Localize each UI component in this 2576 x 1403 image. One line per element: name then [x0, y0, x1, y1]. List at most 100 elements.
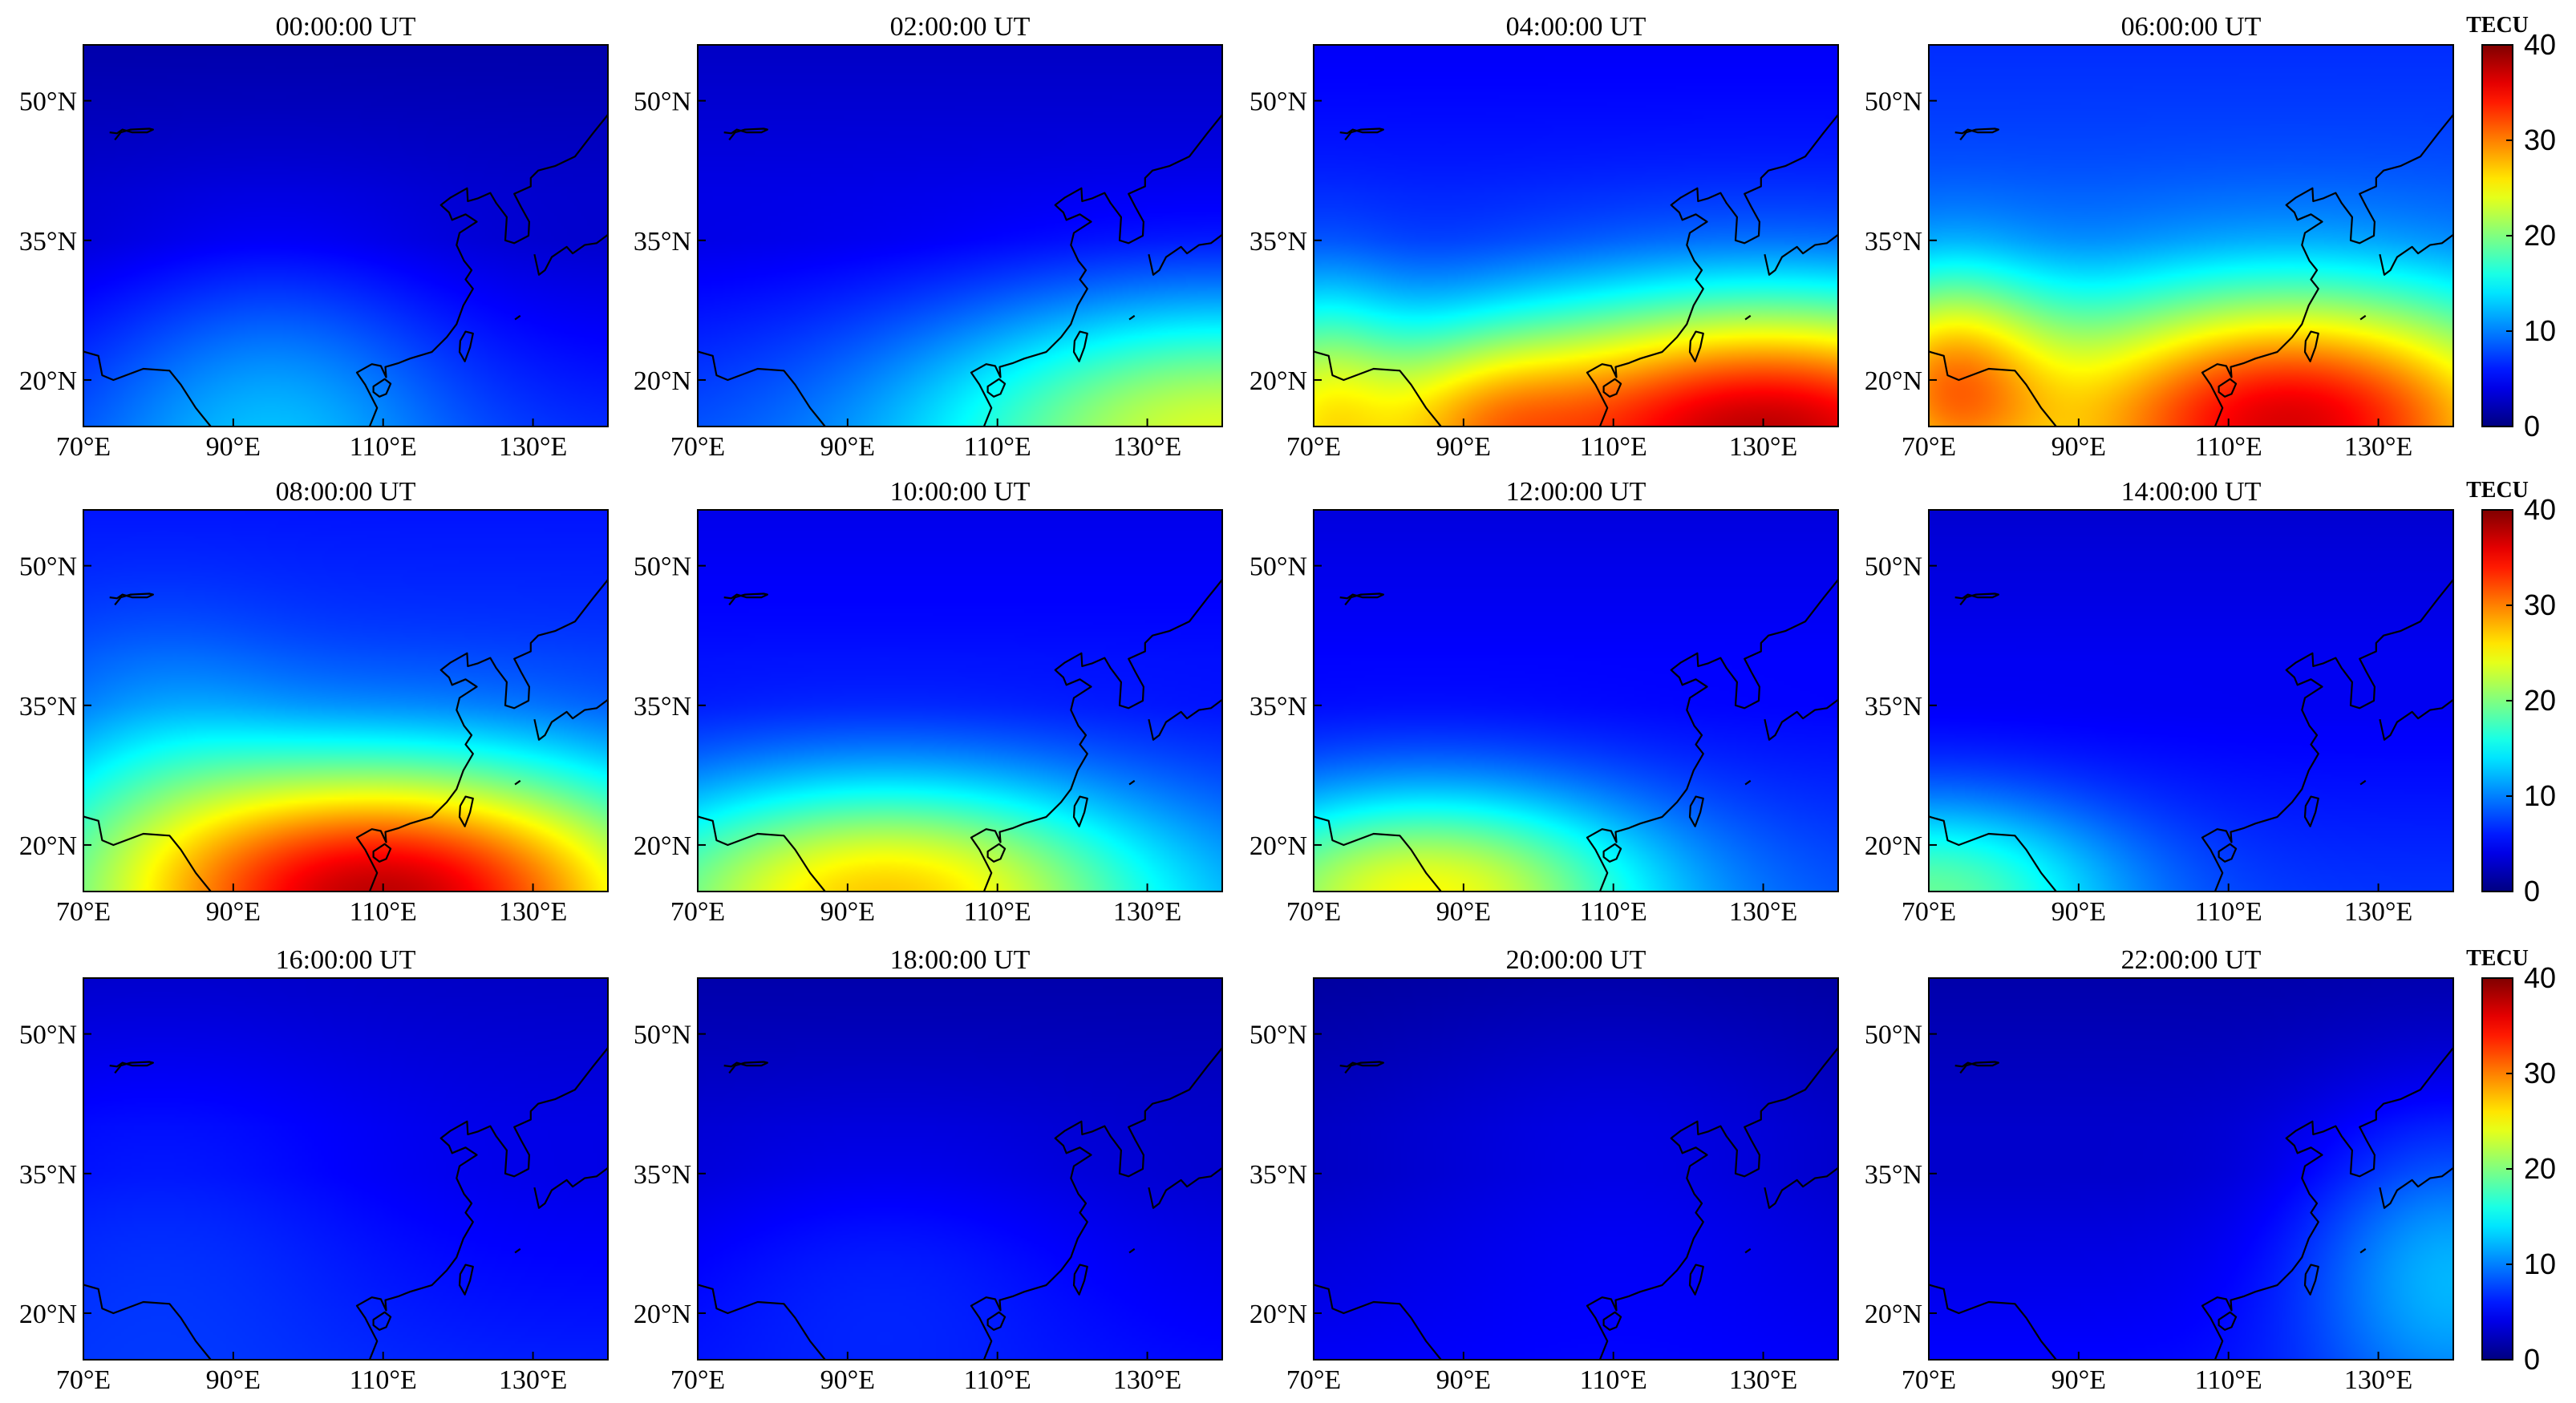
panel-title: 00:00:00 UT — [276, 12, 416, 42]
x-tick-label: 110°E — [1580, 897, 1647, 927]
x-tick-label: 90°E — [2051, 1365, 2106, 1395]
panel-title: 22:00:00 UT — [2121, 945, 2262, 975]
y-tick-label: 50°N — [19, 1021, 77, 1050]
coastline — [1148, 1166, 1222, 1209]
coastline — [533, 1166, 608, 1209]
y-tick-label: 50°N — [19, 87, 77, 117]
taiwan-island — [2303, 330, 2319, 362]
hainan-island — [372, 1311, 392, 1331]
tec-panel: 00:00:00 UT 20°N 35°N 50°N 70°E 90°E 110°E 130°… — [19, 12, 609, 462]
coastline — [2201, 1034, 2453, 1360]
x-tick-label: 110°E — [1580, 1365, 1647, 1395]
ryukyu-islands — [1744, 779, 1752, 786]
hainan-island — [1602, 378, 1622, 398]
x-tick-label: 110°E — [2195, 432, 2262, 462]
coastline — [970, 101, 1222, 427]
taiwan-island — [2303, 795, 2319, 827]
tec-heatmap-image — [1929, 45, 2453, 427]
taiwan-island — [458, 1264, 474, 1296]
x-tick-label: 70°E — [670, 432, 725, 462]
x-tick-label: 70°E — [56, 897, 111, 927]
x-tick-label: 90°E — [2051, 432, 2106, 462]
panel-frame — [697, 509, 1223, 892]
lake-balkhash — [1339, 127, 1384, 141]
tec-panel: 18:00:00 UT 20°N 35°N 50°N 70°E 90°E 110°E 130°… — [634, 945, 1223, 1395]
colorbar-tick-label: 10 — [2524, 779, 2556, 812]
tec-panel: 02:00:00 UT 20°N 35°N 50°N 70°E 90°E 110°E 130°… — [634, 12, 1223, 462]
colorbar-tick-label: 30 — [2524, 588, 2556, 621]
taiwan-island — [1688, 1264, 1704, 1296]
panel-frame — [1928, 509, 2454, 892]
x-tick-label: 130°E — [499, 432, 567, 462]
y-tick-label: 20°N — [1865, 366, 1922, 396]
coastline — [83, 350, 212, 427]
tec-panel: 14:00:00 UT 20°N 35°N 50°N 70°E 90°E 110°E 130°… — [1865, 477, 2454, 927]
colorbar-label: TECU — [2466, 478, 2529, 503]
lake-balkhash — [723, 1061, 768, 1074]
colorbar-tick-label: 0 — [2524, 875, 2540, 908]
tec-heatmap-image — [83, 978, 608, 1360]
tec-heatmap-image — [83, 510, 608, 892]
y-tick-label: 20°N — [634, 1300, 691, 1329]
y-tick-label: 20°N — [1865, 1300, 1922, 1329]
lake-balkhash — [1954, 127, 1999, 141]
hainan-island — [1602, 843, 1622, 863]
tec-panel: 04:00:00 UT 20°N 35°N 50°N 70°E 90°E 110°E 130°… — [1250, 12, 1839, 462]
sakhalin-coast — [1237, 527, 1245, 603]
ryukyu-islands — [1744, 314, 1752, 321]
panel-title: 06:00:00 UT — [2121, 12, 2262, 42]
coastline — [2379, 232, 2453, 276]
x-tick-label: 70°E — [1902, 897, 1956, 927]
ryukyu-islands — [1128, 314, 1136, 321]
y-tick-label: 20°N — [1865, 831, 1922, 861]
y-tick-label: 50°N — [1865, 552, 1922, 582]
x-tick-label: 130°E — [2344, 432, 2412, 462]
x-tick-label: 130°E — [499, 1365, 567, 1395]
coastline-group — [698, 1034, 1222, 1360]
sakhalin-coast — [1853, 527, 1861, 603]
ryukyu-islands — [2359, 779, 2367, 786]
tec-panel: 08:00:00 UT 20°N 35°N 50°N 70°E 90°E 110°E 130°… — [19, 477, 609, 927]
panel-frame — [83, 44, 609, 427]
x-tick-label: 130°E — [2344, 897, 2412, 927]
lake-balkhash — [1339, 1061, 1384, 1074]
colorbar-tick-label: 20 — [2524, 219, 2556, 252]
ryukyu-islands — [1744, 1247, 1752, 1254]
coastline — [83, 815, 212, 892]
coastline-group — [1314, 527, 1861, 892]
coastline-group — [1929, 1034, 2453, 1360]
y-tick-label: 50°N — [1865, 1021, 1922, 1050]
hainan-island — [986, 843, 1007, 863]
sakhalin-coast — [1853, 995, 1861, 1071]
tec-heatmap-image — [698, 978, 1222, 1360]
y-tick-label: 35°N — [634, 692, 691, 722]
panel-title: 18:00:00 UT — [890, 945, 1031, 975]
coastline — [1586, 101, 1838, 427]
x-tick-label: 130°E — [1113, 432, 1181, 462]
taiwan-island — [2303, 1264, 2319, 1296]
coastline — [1586, 1034, 1838, 1360]
x-tick-label: 110°E — [350, 897, 417, 927]
lake-balkhash — [723, 127, 768, 141]
y-tick-label: 20°N — [19, 1300, 77, 1329]
x-tick-label: 110°E — [964, 897, 1031, 927]
coastline-group — [698, 527, 1245, 892]
y-tick-label: 20°N — [19, 366, 77, 396]
coastline-group — [1929, 566, 2453, 892]
x-tick-label: 90°E — [820, 432, 875, 462]
coastline — [1314, 350, 1442, 427]
tec-panel: 10:00:00 UT 20°N 35°N 50°N 70°E 90°E 110°E 130°… — [634, 477, 1245, 927]
tec-panel: 06:00:00 UT 20°N 35°N 50°N 70°E 90°E 110°E 130°… — [1865, 12, 2454, 462]
coastline — [2379, 1166, 2453, 1209]
coastline — [1586, 566, 1838, 892]
colorbar-tick-label: 20 — [2524, 684, 2556, 717]
x-tick-label: 110°E — [350, 1365, 417, 1395]
x-tick-label: 70°E — [56, 432, 111, 462]
panel-title: 12:00:00 UT — [1506, 477, 1646, 507]
colorbar-tick-label: 40 — [2524, 961, 2556, 994]
ryukyu-islands — [514, 314, 521, 321]
coastline-group — [1314, 995, 1861, 1360]
tec-panel: 16:00:00 UT 20°N 35°N 50°N 70°E 90°E 110°E 130°… — [19, 945, 609, 1395]
coastline — [970, 566, 1222, 892]
